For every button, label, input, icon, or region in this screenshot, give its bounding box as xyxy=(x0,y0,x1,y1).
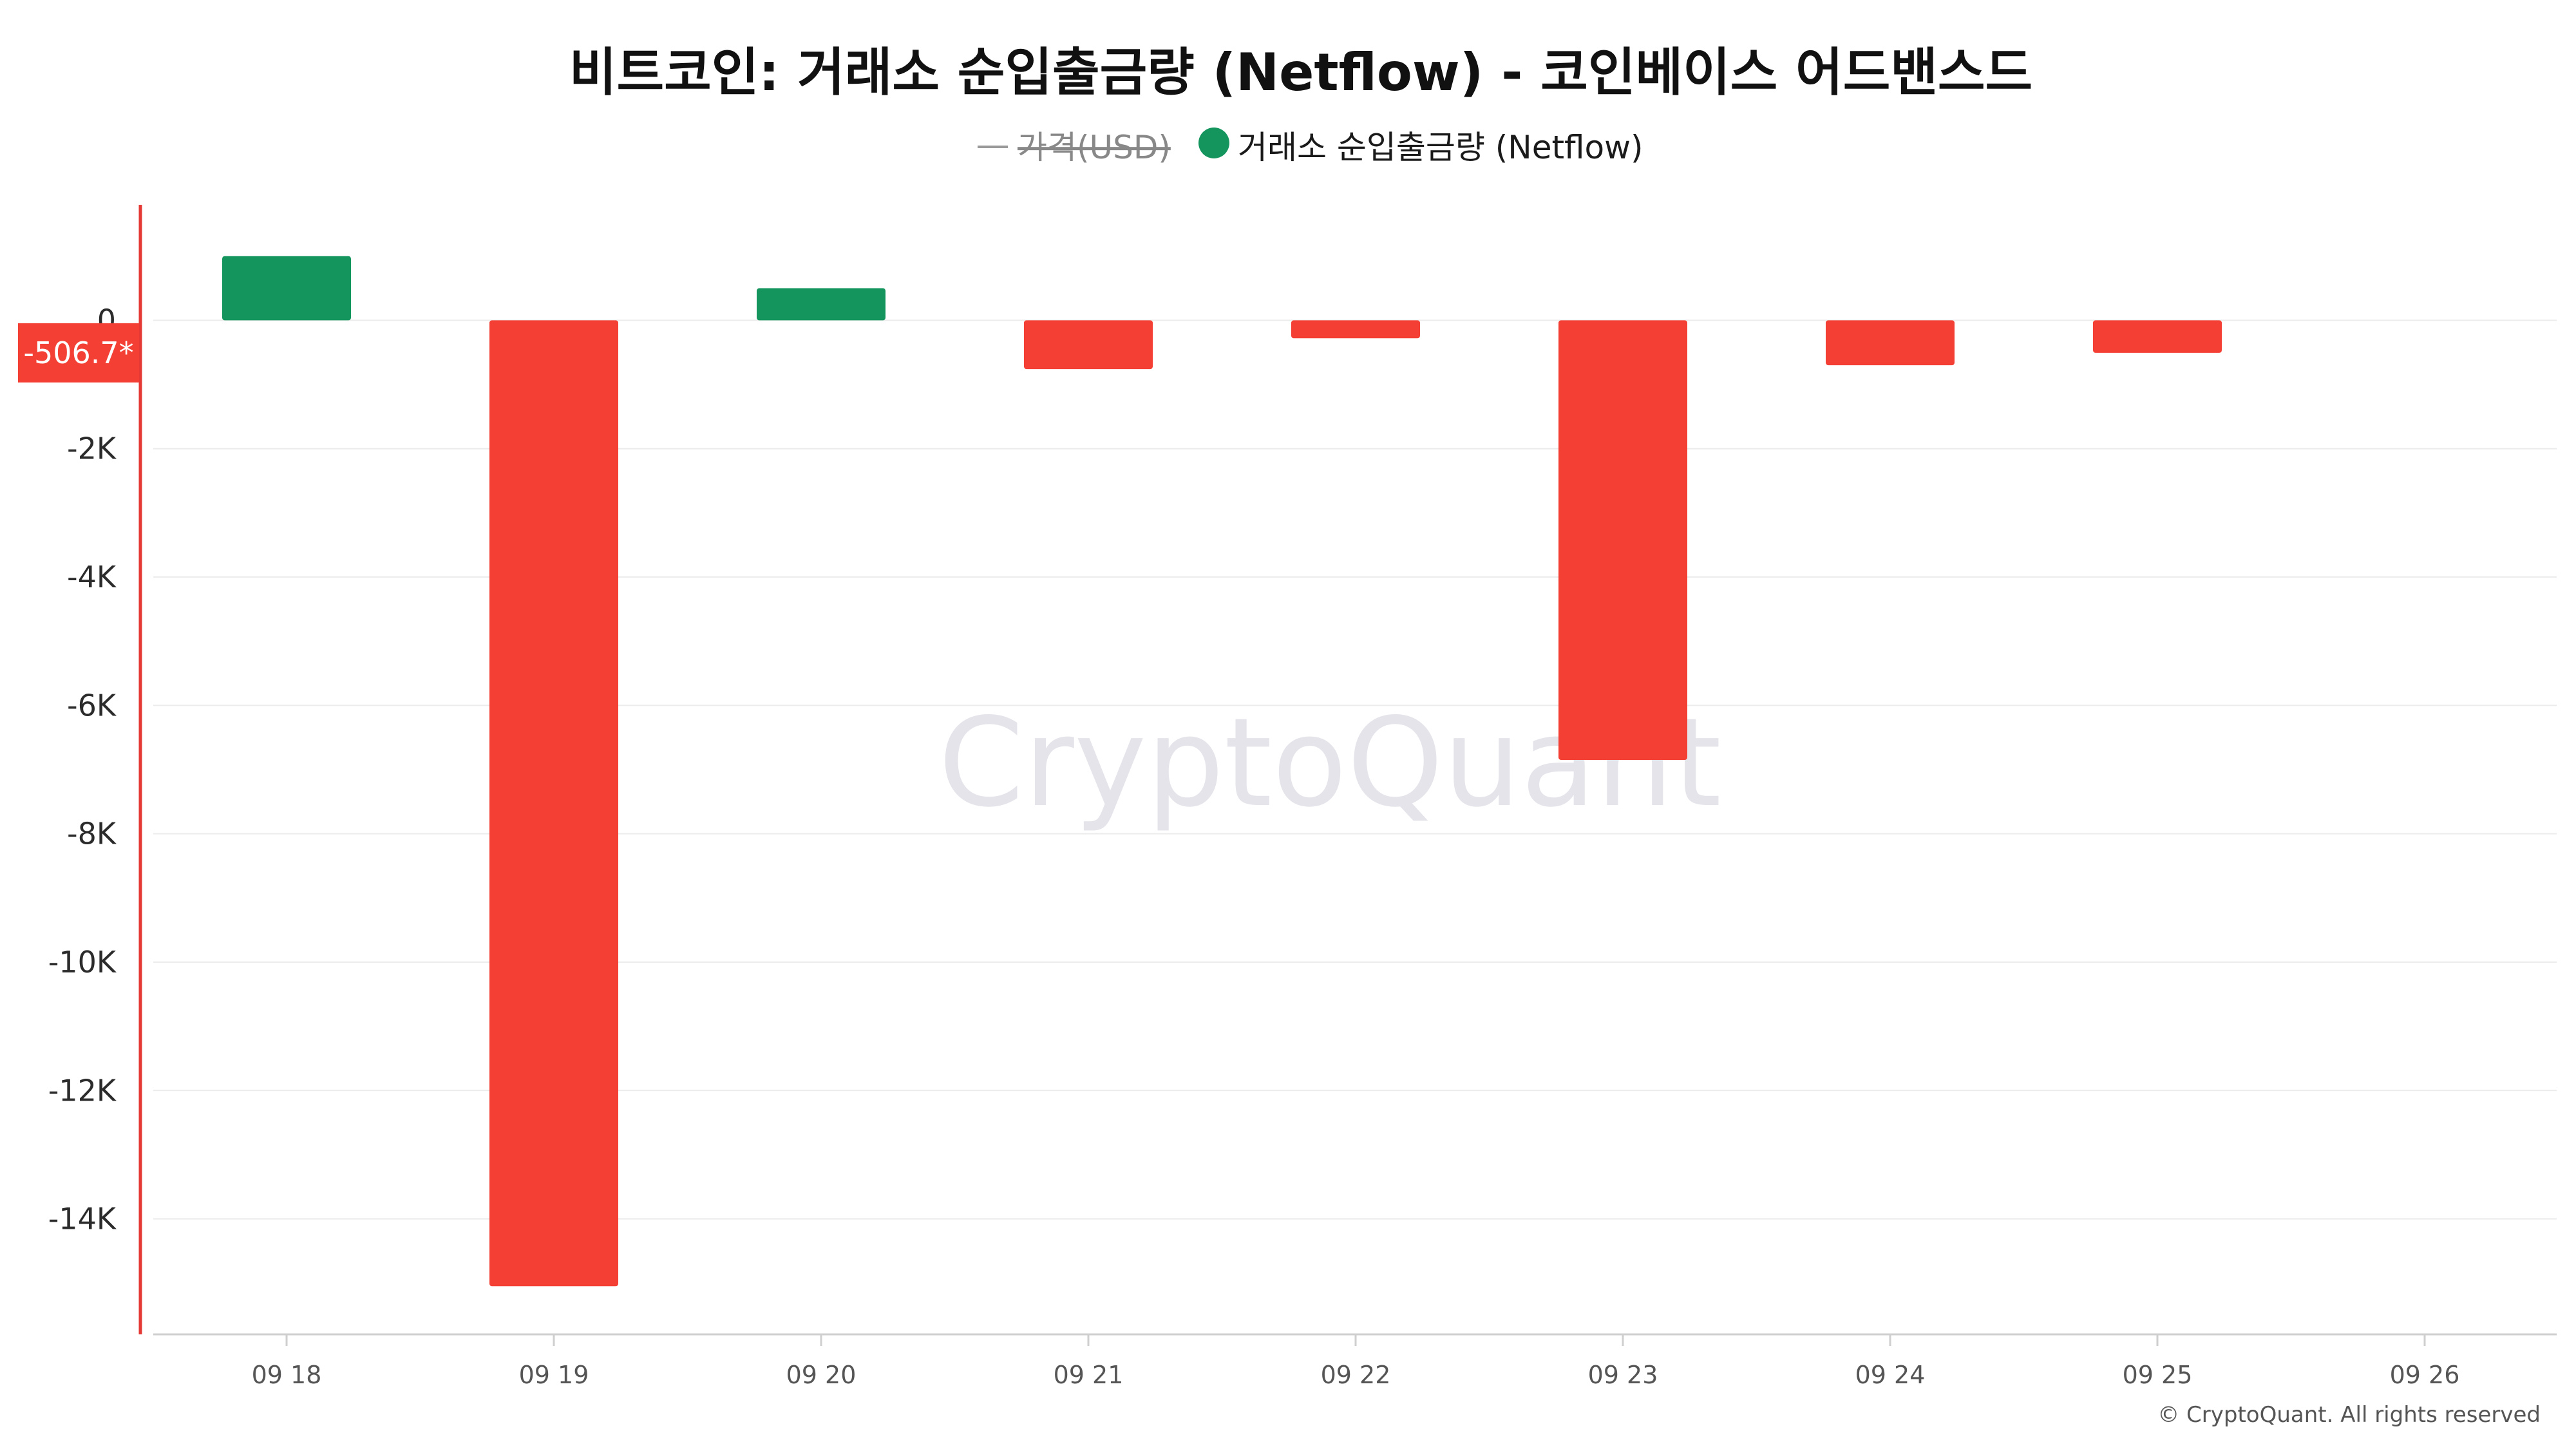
last-value-badge: -506.7* xyxy=(18,323,139,383)
last-value-label: -506.7* xyxy=(23,336,133,370)
legend-label-price: 가격(USD) xyxy=(1018,129,1171,166)
x-tick-label: 09 21 xyxy=(1054,1361,1124,1389)
bar-09-21[interactable] xyxy=(1024,320,1153,370)
legend-label-netflow: 거래소 순입출금량 (Netflow) xyxy=(1238,129,1643,166)
bar-09-24[interactable] xyxy=(1826,320,1955,366)
y-axis-ticks: 0-2K-4K-6K-8K-10K-12K-14K xyxy=(48,303,117,1236)
bar-09-19[interactable] xyxy=(489,320,618,1287)
x-tick-label: 09 26 xyxy=(2390,1361,2460,1389)
y-tick-label: -2K xyxy=(67,431,117,466)
legend: 가격(USD) 거래소 순입출금량 (Netflow) xyxy=(978,128,1643,166)
x-tick-label: 09 18 xyxy=(252,1361,322,1389)
bars xyxy=(222,256,2222,1287)
y-tick-label: -4K xyxy=(67,560,117,594)
last-value-badge-bg xyxy=(18,323,139,383)
x-tick-label: 09 24 xyxy=(1855,1361,1926,1389)
y-tick-label: -10K xyxy=(48,945,117,980)
bar-09-22[interactable] xyxy=(1291,320,1420,339)
legend-item-netflow[interactable]: 거래소 순입출금량 (Netflow) xyxy=(1198,128,1643,166)
y-tick-label: -8K xyxy=(67,817,117,851)
y-tick-label: -12K xyxy=(48,1073,117,1108)
bar-09-20[interactable] xyxy=(757,288,886,321)
bar-09-23[interactable] xyxy=(1558,320,1687,761)
x-tick-label: 09 22 xyxy=(1321,1361,1391,1389)
x-tick-label: 09 20 xyxy=(786,1361,857,1389)
x-tick-label: 09 25 xyxy=(2123,1361,2193,1389)
legend-item-price[interactable]: 가격(USD) xyxy=(978,129,1171,166)
legend-dot-icon xyxy=(1198,128,1229,158)
y-tick-label: -6K xyxy=(67,688,117,723)
x-tick-label: 09 19 xyxy=(519,1361,589,1389)
x-axis-ticks: 09 18 09 19 09 20 09 21 09 22 09 23 09 24 09 25… xyxy=(252,1334,2460,1389)
copyright: © CryptoQuant. All rights reserved xyxy=(2157,1402,2541,1428)
bar-09-25[interactable] xyxy=(2093,320,2222,353)
y-tick-label: -14K xyxy=(48,1202,117,1236)
x-tick-label: 09 23 xyxy=(1588,1361,1658,1389)
bar-09-18[interactable] xyxy=(222,256,351,321)
chart-title: 비트코인: 거래소 순입출금량 (Netflow) - 코인베이스 어드밴스드 xyxy=(569,43,2032,102)
